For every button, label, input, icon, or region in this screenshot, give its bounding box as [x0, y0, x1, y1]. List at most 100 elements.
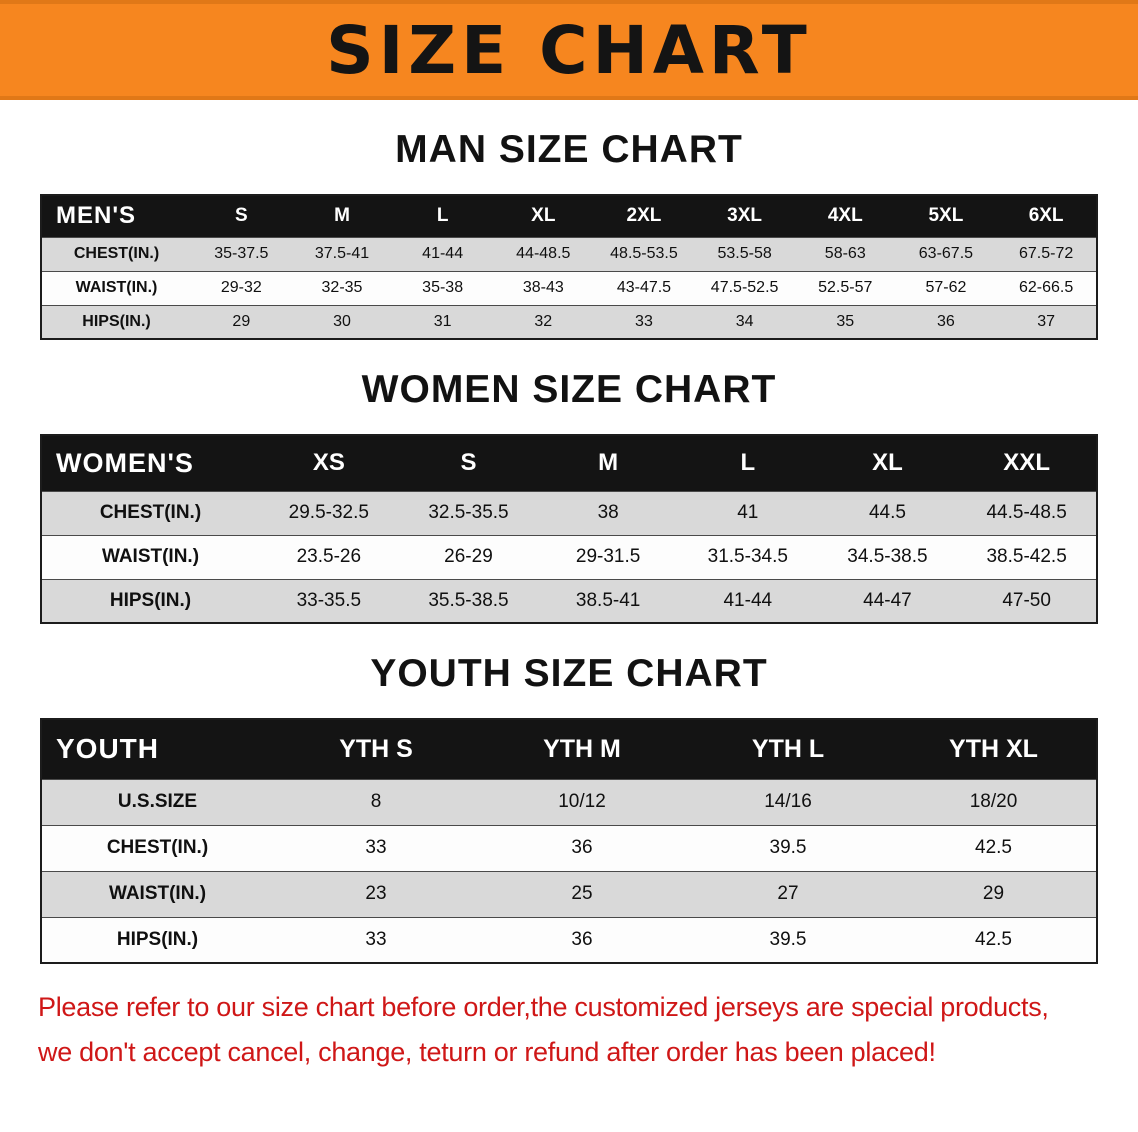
size-value: 58-63 — [824, 245, 866, 262]
table-row: U.S.SIZE 8 10/12 14/16 18/20 — [41, 779, 1097, 825]
size-value: 53.5-58 — [717, 245, 772, 262]
table-corner-label: WOMEN'S — [56, 447, 194, 478]
size-value: 48.5-53.5 — [610, 245, 678, 262]
size-column-header: 2XL — [626, 205, 662, 227]
table-row: CHEST(IN.) 29.5-32.5 32.5-35.5 38 41 44.5 44.5… — [41, 491, 1097, 535]
table-header-row: MEN'S S M L XL 2XL 3XL 4XL 5XL 6XL — [41, 195, 1097, 237]
mens-size-table: MEN'S S M L XL 2XL 3XL 4XL 5XL 6XL CHEST(IN.) 35-37… — [40, 194, 1098, 340]
title-banner: SIZE CHART — [0, 0, 1138, 100]
size-value: 62-66.5 — [1018, 279, 1074, 296]
size-column-header: YTH L — [751, 734, 825, 763]
size-column-header: 3XL — [727, 205, 763, 227]
table-row: HIPS(IN.) 33 36 39.5 42.5 — [41, 917, 1097, 963]
size-value: 41 — [737, 502, 759, 523]
size-value: 32.5-35.5 — [428, 502, 509, 523]
size-value: 34 — [735, 312, 754, 330]
page-title: SIZE CHART — [326, 11, 812, 89]
size-column-header: XXL — [1003, 449, 1050, 477]
table-row: HIPS(IN.) 29 30 31 32 33 34 35 36 37 — [41, 305, 1097, 339]
size-value: 14/16 — [764, 791, 812, 812]
size-value: 42.5 — [975, 837, 1012, 858]
size-column-header: M — [598, 449, 619, 477]
size-column-header: XL — [531, 205, 556, 227]
size-value: 35-37.5 — [214, 245, 269, 262]
size-value: 26-29 — [444, 546, 493, 567]
size-value: 29 — [982, 883, 1005, 904]
size-value: 44-47 — [863, 589, 912, 611]
row-label: HIPS(IN.) — [109, 589, 192, 611]
disclaimer-line-1: Please refer to our size chart before or… — [38, 992, 1049, 1022]
size-value: 47.5-52.5 — [710, 279, 779, 296]
size-column-header: XS — [312, 449, 345, 477]
size-value: 29-32 — [220, 279, 262, 296]
size-value: 23 — [365, 883, 387, 904]
table-corner-label: MEN'S — [56, 202, 137, 230]
size-value: 27 — [777, 883, 799, 904]
youth-section-heading: YOUTH SIZE CHART — [370, 652, 768, 695]
row-label: WAIST(IN.) — [108, 883, 207, 904]
size-value: 35-38 — [422, 279, 464, 296]
table-row: WAIST(IN.) 29-32 32-35 35-38 38-43 43-47.5 47.… — [41, 271, 1097, 305]
women-section-heading: WOMEN SIZE CHART — [361, 368, 777, 411]
table-corner-label: YOUTH — [56, 733, 159, 765]
size-column-header: M — [334, 205, 350, 227]
size-value: 36 — [571, 837, 593, 858]
size-value: 44.5 — [868, 502, 906, 523]
size-value: 34.5-38.5 — [847, 546, 928, 567]
size-value: 35.5-38.5 — [428, 589, 509, 611]
size-value: 31 — [433, 312, 452, 330]
youth-size-table: YOUTH YTH S YTH M YTH L YTH XL U.S.SIZE 8 10/12… — [40, 718, 1098, 964]
size-value: 18/20 — [969, 791, 1018, 812]
table-header-row: WOMEN'S XS S M L XL XXL — [41, 435, 1097, 491]
size-column-header: 5XL — [928, 205, 964, 227]
size-value: 8 — [370, 791, 382, 812]
row-label: CHEST(IN.) — [106, 837, 209, 858]
row-label: HIPS(IN.) — [82, 312, 151, 330]
size-value: 67.5-72 — [1018, 245, 1074, 262]
row-label: CHEST(IN.) — [73, 245, 160, 262]
table-row: CHEST(IN.) 35-37.5 37.5-41 41-44 44-48.5 48.5… — [41, 237, 1097, 271]
size-value: 38 — [597, 502, 619, 523]
size-value: 37.5-41 — [314, 245, 370, 262]
table-row: CHEST(IN.) 33 36 39.5 42.5 — [41, 825, 1097, 871]
size-column-header: YTH XL — [949, 734, 1038, 763]
men-section-heading: MAN SIZE CHART — [395, 128, 743, 171]
size-value: 33 — [365, 837, 387, 858]
size-value: 33 — [365, 928, 387, 950]
size-value: 36 — [571, 928, 593, 950]
size-column-header: YTH M — [543, 734, 621, 763]
size-column-header: L — [436, 205, 449, 227]
disclaimer-line-2: we don't accept cancel, change, teturn o… — [38, 1037, 936, 1068]
womens-size-table: WOMEN'S XS S M L XL XXL CHEST(IN.) 29.5-32.5 32.5… — [40, 434, 1098, 624]
size-value: 39.5 — [769, 928, 807, 950]
size-value: 47-50 — [1002, 589, 1051, 611]
size-value: 32-35 — [321, 279, 363, 296]
size-value: 44.5-48.5 — [986, 502, 1067, 523]
size-value: 42.5 — [975, 928, 1012, 950]
size-value: 31.5-34.5 — [707, 546, 788, 567]
row-label: WAIST(IN.) — [75, 279, 158, 296]
size-value: 25 — [571, 883, 593, 904]
table-row: WAIST(IN.) 23 25 27 29 — [41, 871, 1097, 917]
size-value: 29-31.5 — [575, 546, 641, 567]
size-value: 38-43 — [522, 279, 564, 296]
men-size-section: MAN SIZE CHART MEN'S S M L XL 2XL 3XL 4XL 5XL 6XL… — [0, 128, 1138, 340]
size-value: 33 — [635, 312, 653, 330]
size-value: 33-35.5 — [296, 589, 362, 611]
size-value: 29 — [232, 312, 251, 330]
women-size-section: WOMEN SIZE CHART WOMEN'S XS S M L XL XXL CHEST(… — [0, 368, 1138, 624]
size-value: 43-47.5 — [616, 279, 672, 296]
size-value: 36 — [937, 312, 955, 330]
table-row: WAIST(IN.) 23.5-26 26-29 29-31.5 31.5-34.5 34… — [41, 535, 1097, 579]
table-row: HIPS(IN.) 33-35.5 35.5-38.5 38.5-41 41-44 44-… — [41, 579, 1097, 623]
size-value: 39.5 — [769, 837, 807, 858]
size-column-header: S — [234, 205, 248, 227]
size-value: 37 — [1037, 312, 1056, 330]
size-value: 32 — [534, 312, 553, 330]
size-value: 57-62 — [925, 279, 967, 296]
youth-size-section: YOUTH SIZE CHART YOUTH YTH S YTH M YTH L YTH… — [0, 652, 1138, 964]
row-label: CHEST(IN.) — [99, 502, 202, 523]
size-value: 38.5-41 — [575, 589, 641, 611]
row-label: U.S.SIZE — [117, 791, 198, 812]
